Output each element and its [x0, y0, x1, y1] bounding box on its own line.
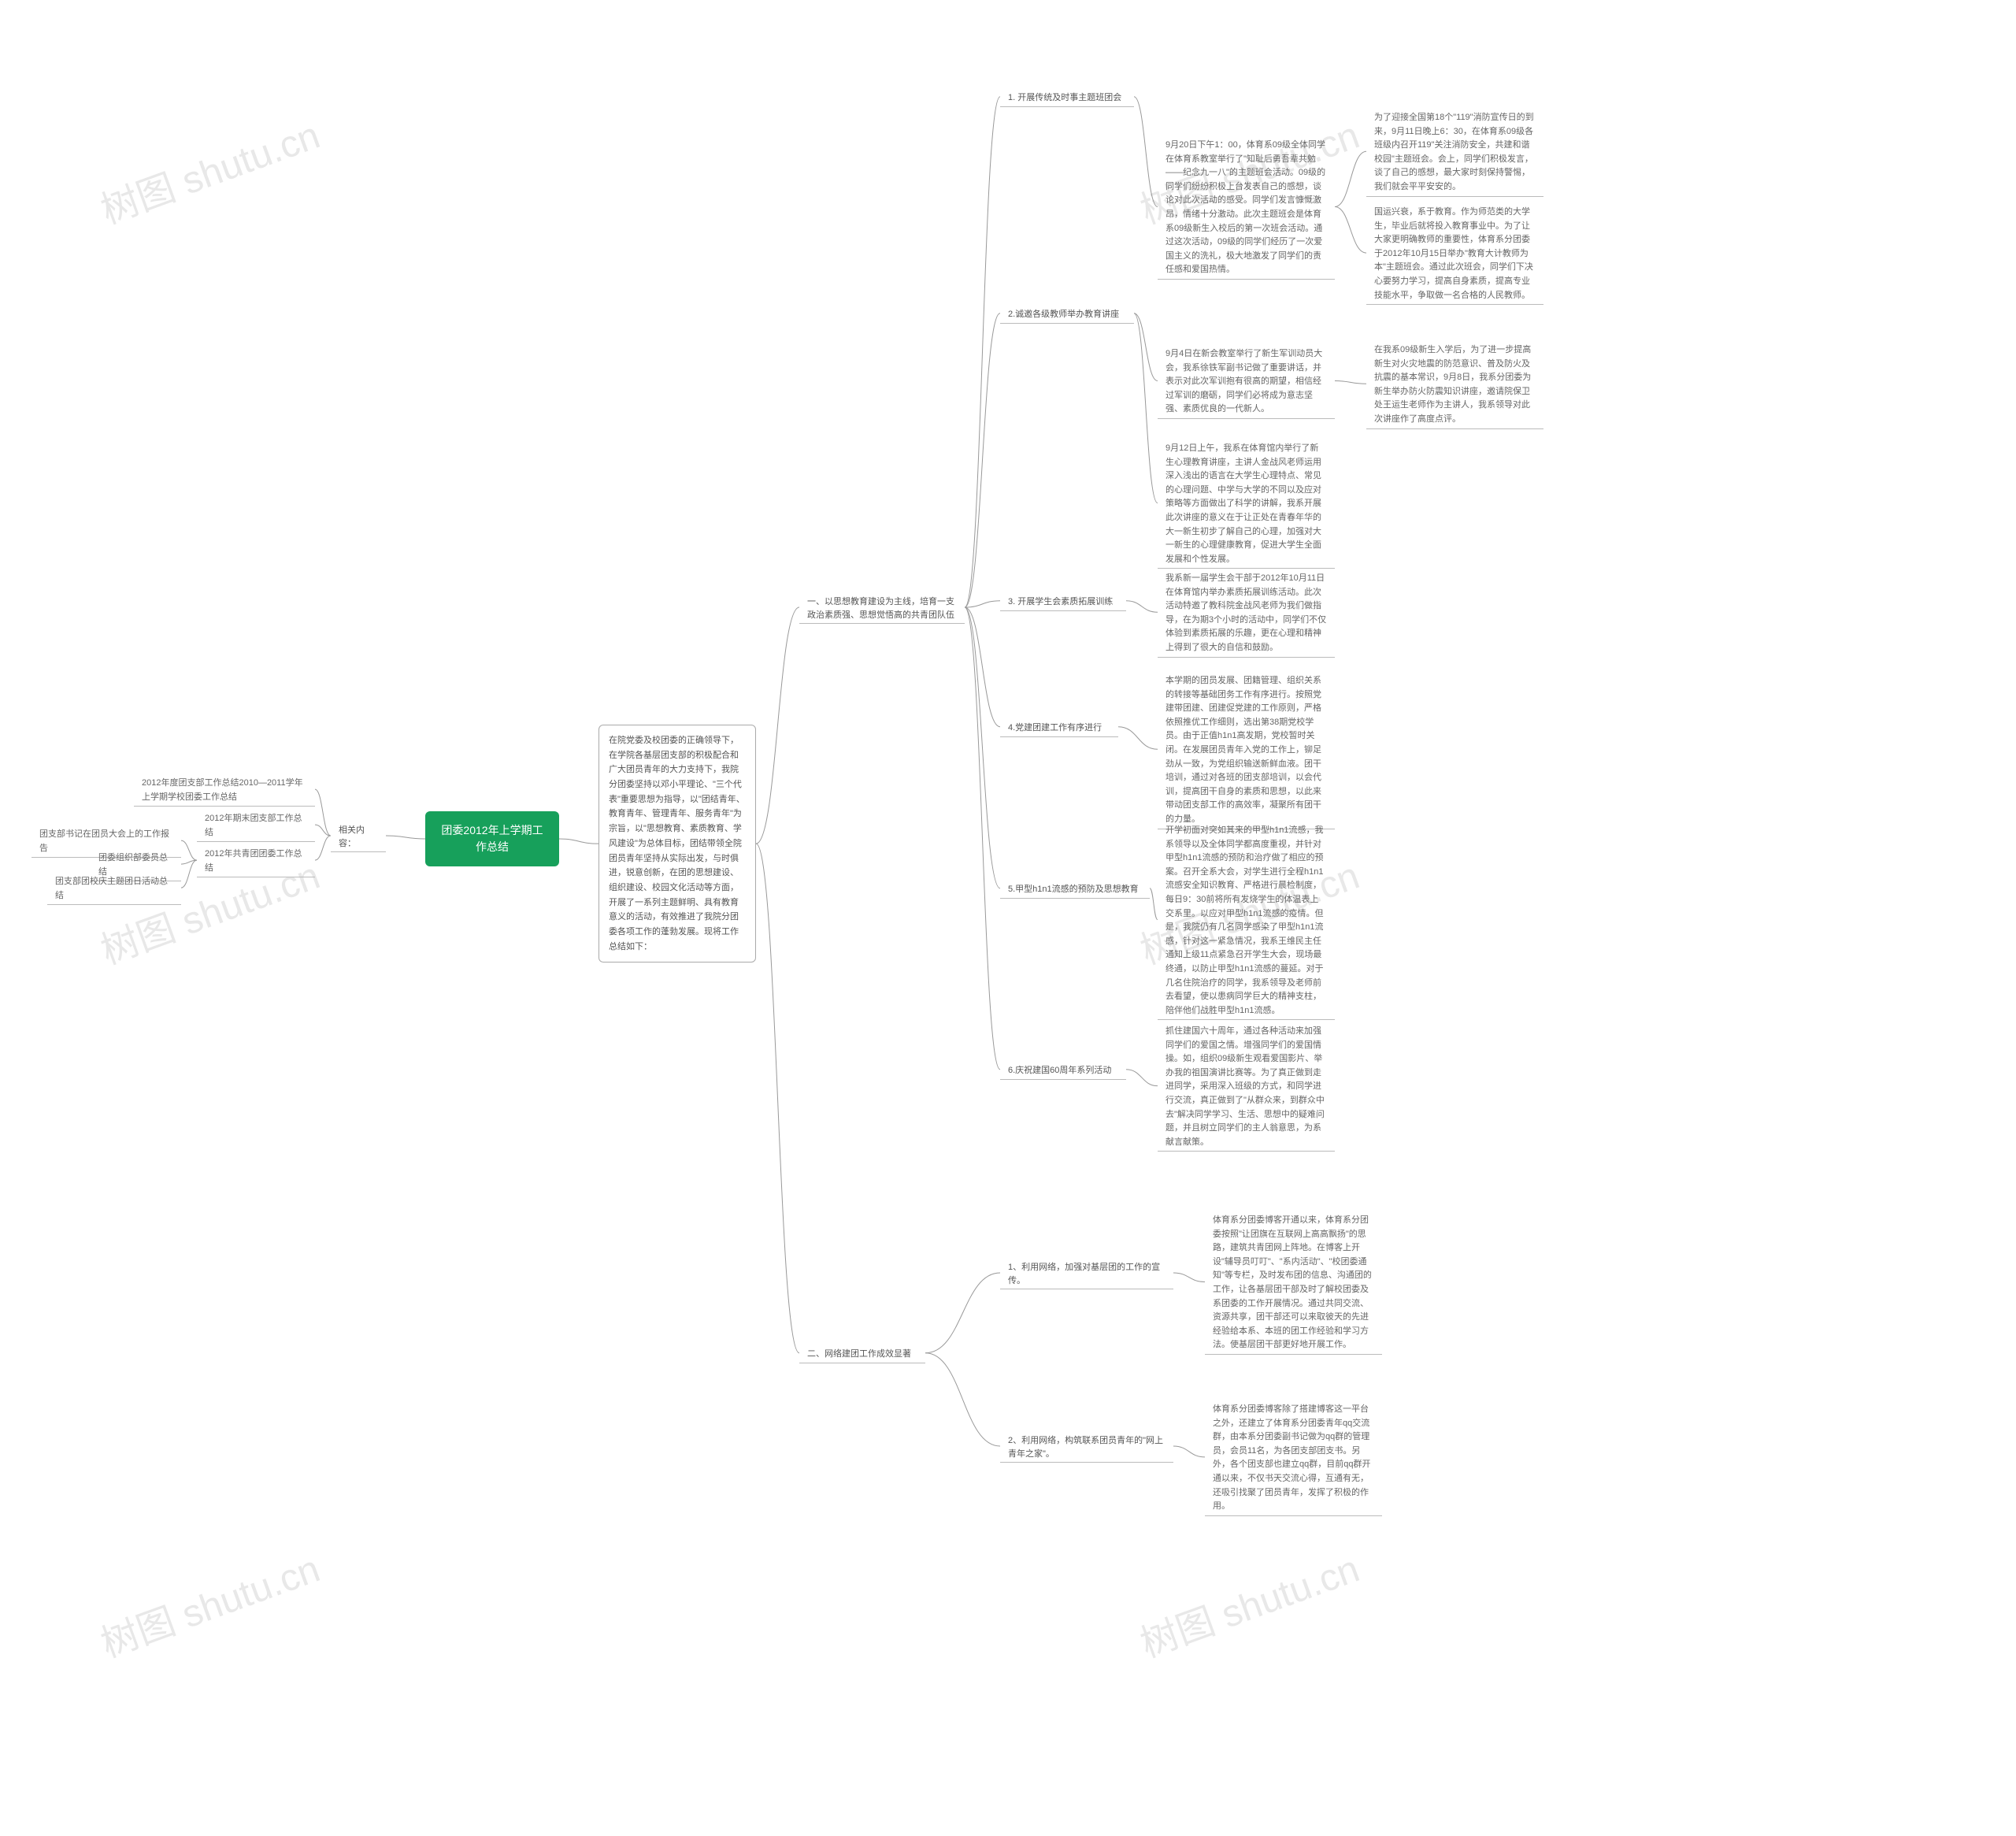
mindmap-node-related: 相关内容： [331, 819, 386, 852]
connector [386, 836, 425, 839]
connector [1150, 888, 1158, 920]
mindmap-node-r1-2: 2.诚邀各级教师举办教育讲座 [1000, 303, 1134, 324]
mindmap-node-r1-6a: 抓住建国六十周年，通过各种活动来加强同学们的爱国之情。增强同学们的爱国情操。如，… [1158, 1020, 1335, 1152]
connector [1134, 97, 1158, 207]
connector [315, 789, 331, 836]
connector [1335, 151, 1366, 206]
connector [1173, 1446, 1205, 1457]
mindmap-node-r1-1c: 国运兴衰，系于教育。作为师范类的大学生，毕业后就将投入教育事业中。为了让大家更明… [1366, 201, 1544, 305]
mindmap-node-r1-3a: 我系新一届学生会干部于2012年10月11日在体育馆内举办素质拓展训练活动。此次… [1158, 567, 1335, 658]
connector [965, 607, 1000, 727]
mindmap-node-r2-2a: 体育系分团委博客除了搭建博客这一平台之外，还建立了体育系分团委青年qq交流群，由… [1205, 1398, 1382, 1516]
mindmap-node-r1-1: 1. 开展传统及时事主题班团会 [1000, 87, 1134, 107]
mindmap-node-r2-2: 2、利用网络，构筑联系团员青年的"网上青年之家"。 [1000, 1430, 1173, 1463]
connector [559, 839, 598, 844]
mindmap-node-root: 团委2012年上学期工作总结 [425, 811, 559, 866]
connector [965, 607, 1000, 1070]
connector [1126, 601, 1158, 613]
connector [181, 840, 197, 860]
mindmap-node-r2: 二、网络建团工作成效显著 [799, 1343, 925, 1363]
connector [1118, 727, 1158, 750]
mindmap-node-l3c: 团支部团校庆主题团日活动总结 [47, 870, 181, 905]
connector [965, 607, 1000, 888]
mindmap-node-r1-2c: 9月12日上午，我系在体育馆内举行了新生心理教育讲座，主讲人金战风老师运用深入浅… [1158, 437, 1335, 569]
connector [1126, 1070, 1158, 1086]
connector [1173, 1273, 1205, 1281]
mindmap-node-r1-5a: 开学初面对突如其来的甲型h1n1流感，我系领导以及全体同学都高度重视，并针对甲型… [1158, 819, 1335, 1020]
mindmap-node-r1-2b: 在我系09级新生入学后，为了进一步提高新生对火灾地震的防范意识、普及防火及抗震的… [1366, 339, 1544, 429]
mindmap-node-l1: 2012年度团支部工作总结2010—2011学年上学期学校团委工作总结 [134, 772, 315, 807]
mindmap-node-r1-6: 6.庆祝建国60周年系列活动 [1000, 1059, 1126, 1080]
connector [1335, 380, 1366, 384]
connector [1134, 313, 1158, 381]
mindmap-node-r1-4: 4.党建团建工作有序进行 [1000, 717, 1118, 737]
mindmap-node-r1-1a: 9月20日下午1：00，体育系09级全体同学在体育系教室举行了"知耻后勇吾辈共勉… [1158, 134, 1335, 280]
connector [965, 313, 1000, 607]
mindmap-node-r2-1a: 体育系分团委博客开通以来，体育系分团委按照"让团旗在互联网上高高飘扬"的思路，建… [1205, 1209, 1382, 1355]
connector [315, 825, 331, 836]
connector [965, 97, 1000, 607]
mindmap-node-l3: 2012年共青团团委工作总结 [197, 843, 315, 877]
connector [315, 836, 331, 860]
connector [1134, 313, 1158, 503]
mindmap-node-r2-1: 1、利用网络，加强对基层团的工作的宣传。 [1000, 1256, 1173, 1289]
mindmap-node-r1-1b: 为了迎接全国第18个"119"消防宣传日的到来，9月11日晚上6：30，在体育系… [1366, 106, 1544, 197]
connector [925, 1273, 1000, 1353]
mindmap-node-l2: 2012年期末团支部工作总结 [197, 807, 315, 842]
mindmap-node-r1-2a: 9月4日在新会教室举行了新生军训动员大会，我系徐铁军副书记做了重要讲话，并表示对… [1158, 343, 1335, 419]
connector [181, 860, 197, 864]
mindmap-node-intro: 在院党委及校团委的正确领导下，在学院各基层团支部的积极配合和广大团员青年的大力支… [598, 725, 756, 963]
connector [965, 601, 1000, 607]
connector [925, 1353, 1000, 1446]
connector [756, 607, 799, 844]
mindmap-node-r1-3: 3. 开展学生会素质拓展训练 [1000, 591, 1126, 611]
mindmap-node-r1-4a: 本学期的团员发展、团籍管理、组织关系的转接等基础团务工作有序进行。按照党建带团建… [1158, 669, 1335, 829]
mindmap-node-r1-5: 5.甲型h1n1流感的预防及思想教育 [1000, 878, 1150, 899]
mindmap-node-r1: 一、以思想教育建设为主线，培育一支政治素质强、思想觉悟高的共青团队伍 [799, 591, 965, 624]
connector [756, 844, 799, 1353]
connector [181, 860, 197, 888]
connector [1335, 206, 1366, 253]
